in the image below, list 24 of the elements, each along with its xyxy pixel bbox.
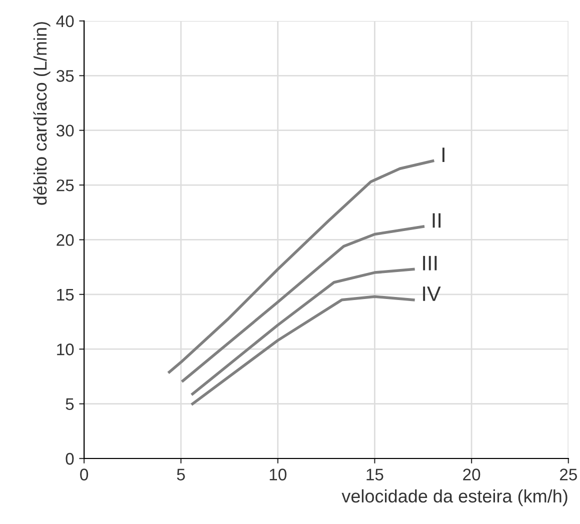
y-axis-title: débito cardíaco (L/min) <box>33 22 50 205</box>
y-tick-label: 40 <box>56 15 74 28</box>
y-tick-label: 0 <box>66 452 74 465</box>
x-axis-title: velocidade da esteira (km/h) <box>342 489 568 506</box>
y-tick-label: 15 <box>57 288 74 301</box>
x-tick-label: 0 <box>80 468 88 480</box>
series-label: I <box>442 148 444 162</box>
x-tick-label: 20 <box>463 468 480 480</box>
x-tick-label: 10 <box>270 468 286 480</box>
series-label: II <box>432 213 441 228</box>
y-tick-label: 30 <box>56 124 74 137</box>
y-tick-label: 25 <box>56 179 74 192</box>
y-tick-label: 5 <box>66 398 74 410</box>
line-series <box>182 225 424 382</box>
line-series <box>191 295 415 406</box>
series-label: III <box>423 256 437 270</box>
y-tick-label: 35 <box>56 70 74 82</box>
y-tick-label: 20 <box>56 234 74 246</box>
y-tick-label: 10 <box>57 344 74 356</box>
x-tick-label: 15 <box>366 468 384 480</box>
series-label: IV <box>423 286 441 301</box>
x-tick-label: 25 <box>560 468 577 480</box>
line-series <box>191 268 415 396</box>
x-tick-label: 5 <box>176 468 185 480</box>
